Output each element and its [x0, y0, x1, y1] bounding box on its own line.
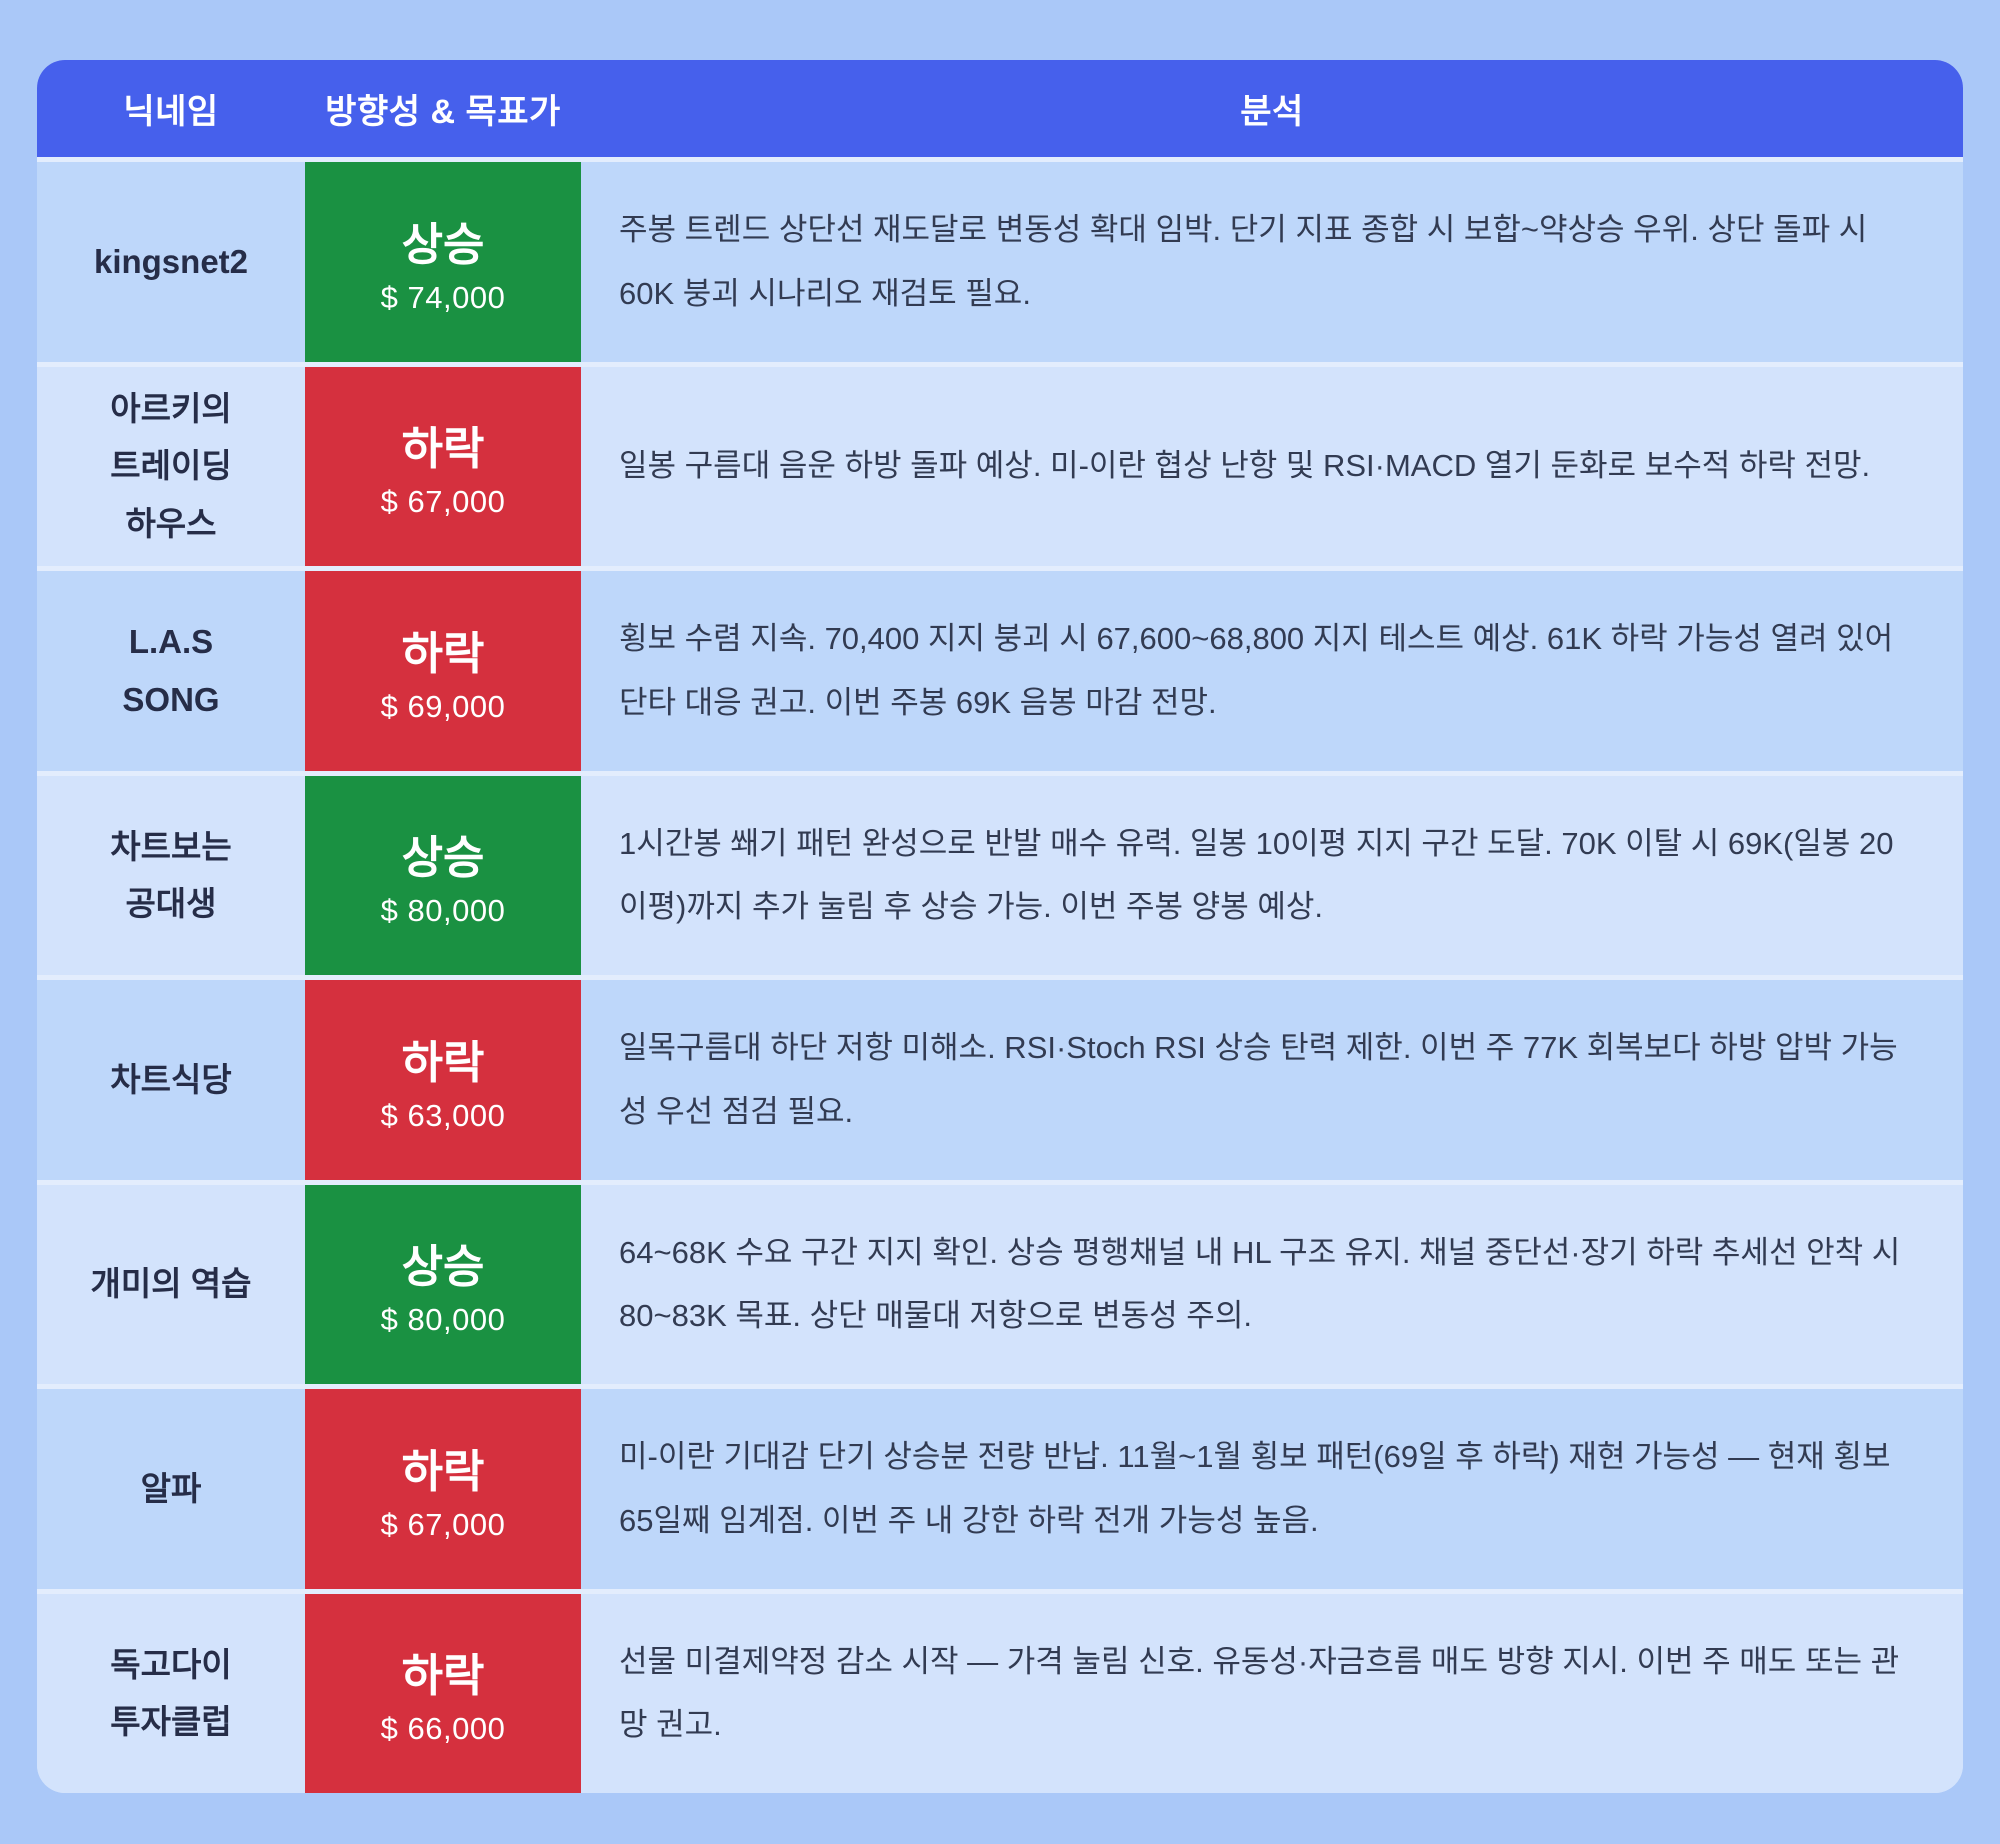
table-header: 닉네임 방향성 & 목표가 분석 [37, 60, 1963, 157]
direction-label: 상승 [401, 832, 485, 884]
table-row: 차트식당 하락 $ 63,000 일목구름대 하단 저항 미해소. RSI·St… [37, 975, 1963, 1180]
nickname: 독고다이 투자클럽 [110, 1645, 232, 1741]
table-row: 독고다이 투자클럽 하락 $ 66,000 선물 미결제약정 감소 시작 — 가… [37, 1588, 1963, 1793]
direction-cell: 상승 $ 80,000 [305, 775, 581, 975]
analysis-text: 64~68K 수요 구간 지지 확인. 상승 평행채널 내 HL 구조 유지. … [619, 1234, 1901, 1334]
target-price: $ 66,000 [380, 1711, 506, 1747]
target-price: $ 69,000 [380, 688, 506, 724]
direction-cell: 하락 $ 67,000 [305, 1389, 581, 1589]
table-row: kingsnet2 상승 $ 74,000 주봉 트렌드 상단선 재도달로 변동… [37, 157, 1963, 362]
analysis-text: 미-이란 기대감 단기 상승분 전량 반납. 11월~1월 횡보 패턴(69일 … [619, 1439, 1891, 1538]
analysis-text: 1시간봉 쐐기 패턴 완성으로 반발 매수 유력. 일봉 10이평 지지 구간 … [619, 825, 1894, 925]
direction-cell: 상승 $ 74,000 [305, 162, 581, 362]
direction-cell: 하락 $ 66,000 [305, 1593, 581, 1793]
table-row: 차트보는 공대생 상승 $ 80,000 1시간봉 쐐기 패턴 완성으로 반발 … [37, 770, 1963, 975]
analysis-text: 일목구름대 하단 저항 미해소. RSI·Stoch RSI 상승 탄력 제한.… [619, 1030, 1898, 1129]
column-header-analysis: 분석 [1240, 93, 1304, 131]
analysis-text: 일봉 구름대 음운 하방 돌파 예상. 미-이란 협상 난항 및 RSI·MAC… [619, 448, 1871, 484]
nickname: L.A.S SONG [122, 623, 220, 718]
analysis-text: 주봉 트렌드 상단선 재도달로 변동성 확대 임박. 단기 지표 종합 시 보합… [619, 212, 1868, 311]
table-row: 알파 하락 $ 67,000 미-이란 기대감 단기 상승분 전량 반납. 11… [37, 1384, 1963, 1589]
nickname: kingsnet2 [93, 242, 249, 280]
nickname: 개미의 역습 [90, 1265, 252, 1303]
analysis-text: 횡보 수렴 지속. 70,400 지지 붕괴 시 67,600~68,800 지… [619, 621, 1894, 720]
target-price: $ 67,000 [380, 1506, 506, 1542]
nickname: 아르키의 트레이딩 하우스 [110, 389, 232, 543]
direction-label: 상승 [401, 218, 485, 270]
column-header-direction-target: 방향성 & 목표가 [325, 93, 561, 131]
direction-label: 상승 [401, 1241, 485, 1293]
direction-cell: 상승 $ 80,000 [305, 1184, 581, 1384]
direction-label: 하락 [401, 1445, 485, 1497]
direction-label: 하락 [401, 1650, 485, 1702]
table-row: 개미의 역습 상승 $ 80,000 64~68K 수요 구간 지지 확인. 상… [37, 1179, 1963, 1384]
direction-label: 하락 [401, 1036, 485, 1088]
table-row: L.A.S SONG 하락 $ 69,000 횡보 수렴 지속. 70,400 … [37, 566, 1963, 771]
table-row: 아르키의 트레이딩 하우스 하락 $ 67,000 일봉 구름대 음운 하방 돌… [37, 361, 1963, 566]
nickname: 차트보는 공대생 [110, 827, 232, 923]
direction-cell: 하락 $ 67,000 [305, 366, 581, 566]
column-header-nickname: 닉네임 [123, 93, 219, 131]
target-price: $ 74,000 [380, 279, 506, 315]
direction-cell: 하락 $ 69,000 [305, 571, 581, 771]
target-price: $ 80,000 [380, 1302, 506, 1338]
direction-label: 하락 [401, 423, 485, 475]
direction-label: 하락 [401, 627, 485, 679]
nickname: 알파 [140, 1469, 202, 1507]
direction-cell: 하락 $ 63,000 [305, 980, 581, 1180]
target-price: $ 63,000 [380, 1097, 506, 1133]
target-price: $ 80,000 [380, 893, 506, 929]
analysis-text: 선물 미결제약정 감소 시작 — 가격 눌림 신호. 유동성·자금흐름 매도 방… [619, 1643, 1900, 1743]
target-price: $ 67,000 [380, 484, 506, 520]
analyst-prediction-table: 닉네임 방향성 & 목표가 분석 kingsnet2 상승 $ 74,000 주… [37, 60, 1963, 1793]
nickname: 차트식당 [110, 1060, 232, 1098]
